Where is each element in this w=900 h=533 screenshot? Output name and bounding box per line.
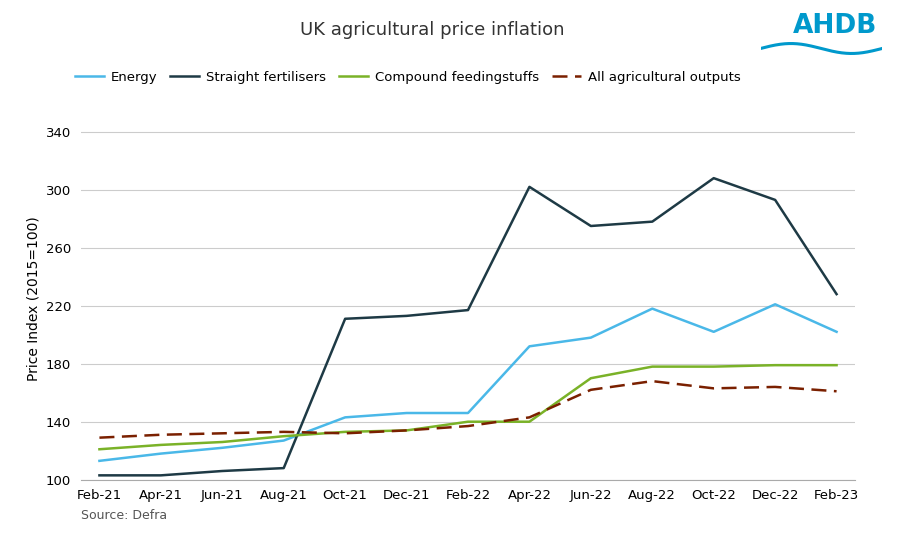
Line: Compound feedingstuffs: Compound feedingstuffs [99, 365, 837, 449]
Compound feedingstuffs [708, 364, 719, 370]
Compound feedingstuffs [770, 362, 780, 368]
All agricultural outputs [463, 423, 473, 429]
Energy [278, 438, 289, 444]
Straight fertilisers [278, 465, 289, 471]
Energy [524, 343, 535, 350]
Compound feedingstuffs [217, 439, 228, 445]
Compound feedingstuffs [586, 375, 597, 382]
Compound feedingstuffs [401, 427, 412, 434]
All agricultural outputs [278, 429, 289, 435]
Energy [217, 445, 228, 451]
Energy [94, 458, 104, 464]
Y-axis label: Price Index (2015=100): Price Index (2015=100) [26, 216, 40, 381]
Energy [647, 305, 658, 312]
Straight fertilisers [94, 472, 104, 479]
Straight fertilisers [339, 316, 350, 322]
All agricultural outputs [524, 414, 535, 421]
Compound feedingstuffs [832, 362, 842, 368]
All agricultural outputs [217, 430, 228, 437]
Energy [463, 410, 473, 416]
Text: UK agricultural price inflation: UK agricultural price inflation [300, 21, 564, 39]
All agricultural outputs [770, 384, 780, 390]
Compound feedingstuffs [94, 446, 104, 453]
Compound feedingstuffs [647, 364, 658, 370]
Straight fertilisers [770, 197, 780, 203]
All agricultural outputs [401, 427, 412, 434]
Compound feedingstuffs [339, 429, 350, 435]
All agricultural outputs [94, 434, 104, 441]
All agricultural outputs [708, 385, 719, 392]
Straight fertilisers [401, 313, 412, 319]
Legend: Energy, Straight fertilisers, Compound feedingstuffs, All agricultural outputs: Energy, Straight fertilisers, Compound f… [69, 65, 746, 89]
Compound feedingstuffs [278, 433, 289, 439]
Compound feedingstuffs [463, 418, 473, 425]
Text: Source: Defra: Source: Defra [81, 510, 167, 522]
All agricultural outputs [156, 432, 166, 438]
Energy [770, 301, 780, 308]
All agricultural outputs [832, 388, 842, 394]
Energy [586, 334, 597, 341]
Compound feedingstuffs [524, 418, 535, 425]
Straight fertilisers [156, 472, 166, 479]
Text: AHDB: AHDB [793, 13, 878, 39]
Straight fertilisers [708, 175, 719, 181]
Straight fertilisers [832, 291, 842, 297]
All agricultural outputs [647, 378, 658, 384]
All agricultural outputs [339, 430, 350, 437]
Straight fertilisers [586, 223, 597, 229]
Energy [339, 414, 350, 421]
Straight fertilisers [463, 307, 473, 313]
Straight fertilisers [217, 468, 228, 474]
Straight fertilisers [647, 219, 658, 225]
Energy [401, 410, 412, 416]
All agricultural outputs [586, 386, 597, 393]
Straight fertilisers [524, 184, 535, 190]
Energy [708, 329, 719, 335]
Energy [832, 329, 842, 335]
Line: Energy: Energy [99, 304, 837, 461]
Energy [156, 450, 166, 457]
Line: Straight fertilisers: Straight fertilisers [99, 178, 837, 475]
Line: All agricultural outputs: All agricultural outputs [99, 381, 837, 438]
Compound feedingstuffs [156, 442, 166, 448]
